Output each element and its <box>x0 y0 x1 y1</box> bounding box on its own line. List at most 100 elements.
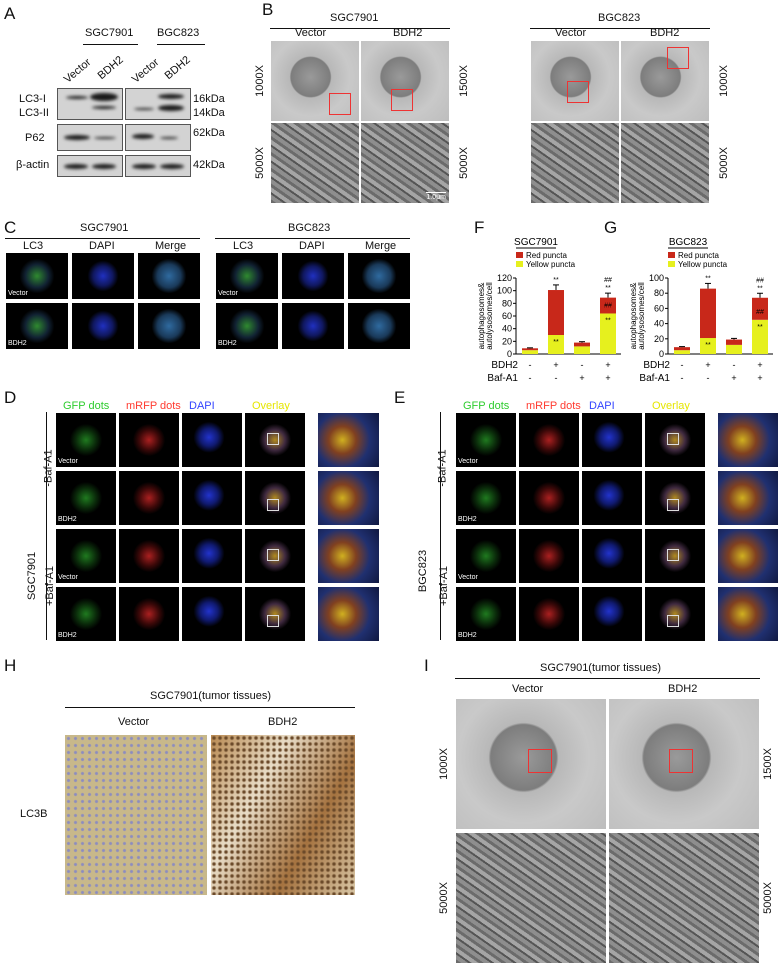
significance-mark: ## <box>604 302 612 309</box>
column-label: DAPI <box>89 240 115 252</box>
fluorescence-image: Vector <box>55 412 117 468</box>
fluorescence-image <box>244 586 306 642</box>
panel-title: SGC7901(tumor tissues) <box>540 662 662 674</box>
column-label: LC3 <box>23 240 44 252</box>
panel-label-f: F <box>474 218 485 237</box>
zoom-box <box>667 615 679 627</box>
factor-value: - <box>681 360 684 370</box>
fluorescence-image <box>644 528 706 584</box>
fluorescence-image <box>518 586 580 642</box>
fluorescence-image <box>518 470 580 526</box>
factor-value: - <box>555 373 558 383</box>
tem-image <box>270 40 360 122</box>
legend-label: Red puncta <box>678 251 719 260</box>
column-label: GFP dots <box>63 400 110 412</box>
fluorescence-image <box>644 412 706 468</box>
mag-label: 5000X <box>457 147 470 179</box>
lane-label: BDH2 <box>162 53 193 83</box>
group-label: SGC7901 <box>80 222 129 234</box>
y-tick-label: 60 <box>502 311 512 321</box>
zoom-box <box>267 549 279 561</box>
scale-bar-label: 1.0μm <box>426 192 446 201</box>
fluorescence-image <box>347 302 411 350</box>
marker-label: 62kDa <box>193 127 225 139</box>
fluorescence-image: Vector <box>55 528 117 584</box>
chart-title: BGC823 <box>669 237 708 248</box>
column-label: Merge <box>365 240 397 252</box>
column-label: BDH2 <box>268 716 298 728</box>
legend-swatch <box>516 261 523 267</box>
significance-mark: ** <box>705 275 711 282</box>
factor-value: + <box>731 373 736 383</box>
bar-segment <box>522 348 538 351</box>
row-label: BDH2 <box>458 632 477 639</box>
column-label: mRFP dots <box>126 400 181 412</box>
fluorescence-image <box>581 412 643 468</box>
y-axis-label: autophagosomes&autolysosomes/cell <box>629 282 646 350</box>
blot-actin-sgc <box>57 155 123 177</box>
significance-mark: ## <box>756 309 764 316</box>
fluorescence-image <box>181 586 243 642</box>
fluorescence-image <box>581 586 643 642</box>
divider <box>440 412 441 640</box>
blot-lc3-bgc <box>125 88 191 120</box>
row-label: LC3-I <box>19 93 46 105</box>
column-label: Vector <box>118 716 150 728</box>
zoomed-inset <box>717 412 778 468</box>
divider <box>46 412 47 640</box>
zoom-box <box>667 549 679 561</box>
factor-value: - <box>681 373 684 383</box>
significance-mark: ** <box>605 285 611 292</box>
row-label: Vector <box>458 458 478 465</box>
group-label: BGC823 <box>598 12 641 24</box>
fluorescence-image <box>281 252 345 300</box>
significance-mark: ** <box>757 285 763 292</box>
fluorescence-image <box>137 252 201 300</box>
fluorescence-image <box>244 470 306 526</box>
condition-label: -Baf-A1 <box>42 449 55 487</box>
zoomed-inset <box>717 470 778 526</box>
y-tick-label: 60 <box>654 303 664 313</box>
group-label: BGC823 <box>157 27 200 39</box>
column-label: Overlay <box>652 400 690 412</box>
tem-image <box>360 40 450 122</box>
fluorescence-image <box>118 528 180 584</box>
bar-segment <box>522 350 538 354</box>
fluorescence-image <box>71 302 135 350</box>
fluorescence-image <box>137 302 201 350</box>
row-label: P62 <box>25 132 45 144</box>
mag-label: 1500X <box>761 748 774 780</box>
y-tick-label: 20 <box>502 336 512 346</box>
mag-label: 5000X <box>253 147 266 179</box>
factor-label: BDH2 <box>643 360 670 371</box>
fluorescence-image <box>347 252 411 300</box>
tem-image <box>620 122 710 204</box>
factor-label: Baf-A1 <box>639 373 670 384</box>
zoomed-inset <box>317 412 380 468</box>
column-label: Overlay <box>252 400 290 412</box>
fluorescence-image <box>71 252 135 300</box>
panel-title: SGC7901(tumor tissues) <box>150 690 272 702</box>
panel-label-c: C <box>4 218 17 237</box>
column-label: DAPI <box>189 400 215 412</box>
column-label: Vector <box>555 27 587 39</box>
fluorescence-image <box>181 470 243 526</box>
column-label: GFP dots <box>463 400 510 412</box>
tem-image <box>455 698 607 830</box>
column-label: BDH2 <box>393 27 423 39</box>
fluorescence-image <box>118 412 180 468</box>
tem-image <box>270 122 360 204</box>
bar-segment <box>548 335 564 354</box>
factor-value: + <box>705 360 710 370</box>
fluorescence-image: Vector <box>455 528 517 584</box>
factor-value: - <box>529 360 532 370</box>
cell-label: SGC7901 <box>26 551 39 601</box>
row-label: LC3-II <box>19 107 49 119</box>
zoom-box <box>667 499 679 511</box>
row-label: Vector <box>458 574 478 581</box>
factor-value: + <box>757 373 762 383</box>
y-tick-label: 100 <box>649 273 664 283</box>
y-tick-label: 40 <box>654 319 664 329</box>
